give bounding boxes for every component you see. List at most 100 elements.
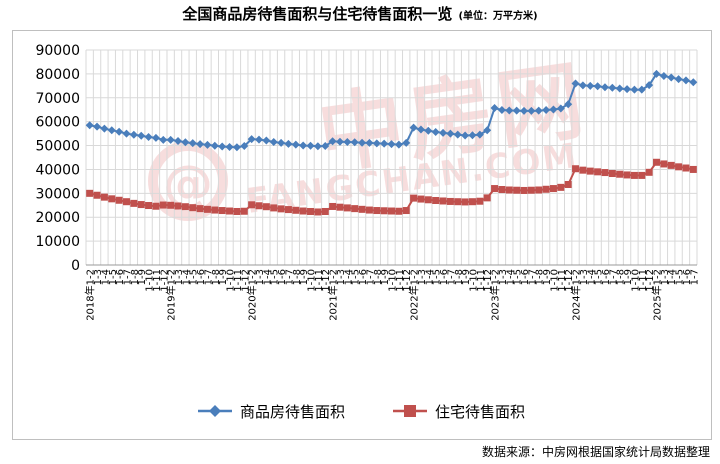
data-point xyxy=(365,138,374,147)
data-point xyxy=(233,207,241,215)
data-point xyxy=(556,104,565,113)
y-tick-label: 50000 xyxy=(35,139,80,155)
data-point xyxy=(343,204,351,212)
data-point xyxy=(144,132,153,141)
data-point xyxy=(203,140,212,149)
x-tick-label: 1-5 xyxy=(270,269,281,285)
data-point xyxy=(638,171,646,179)
data-point xyxy=(189,204,197,212)
data-point xyxy=(196,140,205,149)
x-tick-label: 1-9 xyxy=(623,269,634,285)
x-tick-label: 1-7 xyxy=(203,269,214,285)
data-point xyxy=(137,201,145,209)
x-tick-label: 1-9 xyxy=(218,269,229,285)
data-point xyxy=(586,81,595,90)
data-point xyxy=(446,197,454,205)
data-point xyxy=(557,183,565,191)
x-tick-label: 1-7 xyxy=(527,269,538,285)
data-point xyxy=(166,135,175,144)
x-tick-label: 1-6 xyxy=(682,269,693,285)
data-point xyxy=(645,81,654,90)
chart-frame: @ 中房网 FANGCHAN.COM 0 10000 20000 30000 40000 500… xyxy=(12,30,712,440)
x-tick-label: 1-12 xyxy=(483,269,494,292)
x-tick-label: 1-8 xyxy=(454,269,465,285)
x-tick-label: 1-8 xyxy=(616,269,627,285)
x-tick-label: 2024年1-2 xyxy=(570,269,583,321)
data-point xyxy=(535,186,543,194)
x-tick-label: 1-5 xyxy=(675,269,686,285)
data-point xyxy=(497,105,506,114)
x-tick-label: 1-9 xyxy=(137,269,148,285)
data-point xyxy=(475,130,484,139)
data-point xyxy=(513,186,521,194)
data-point xyxy=(351,205,359,213)
y-tick-label: 80000 xyxy=(35,67,80,83)
x-tick-label: 1-4 xyxy=(100,269,111,285)
x-tick-label: 1-6 xyxy=(277,269,288,285)
legend-label: 商品房待售面积 xyxy=(240,403,345,421)
chart-title: 全国商品房待售面积与住宅待售面积一览 xyxy=(182,5,453,23)
data-point xyxy=(424,196,432,204)
data-point xyxy=(174,137,183,146)
y-tick-label: 60000 xyxy=(35,115,80,131)
data-point xyxy=(196,205,204,213)
data-point xyxy=(373,207,381,215)
y-tick-label: 90000 xyxy=(35,43,80,59)
x-tick-label: 1-12 xyxy=(564,269,575,292)
data-point xyxy=(520,186,528,194)
data-point xyxy=(93,191,101,199)
data-point xyxy=(299,207,307,215)
x-tick-label: 1-6 xyxy=(358,269,369,285)
y-tick-label: 0 xyxy=(71,258,80,274)
x-tick-label: 1-3 xyxy=(498,269,509,285)
data-point xyxy=(505,186,513,194)
data-point xyxy=(653,158,661,166)
data-point xyxy=(313,142,322,151)
x-tick-label: 1-10 xyxy=(145,269,156,292)
data-point xyxy=(491,185,499,193)
x-tick-label: 1-5 xyxy=(513,269,524,285)
x-axis: 2018年1-21-31-41-51-61-71-81-91-101-111-1… xyxy=(84,269,701,321)
data-point xyxy=(417,195,425,203)
data-point xyxy=(623,85,632,94)
x-tick-label: 1-5 xyxy=(432,269,443,285)
data-point xyxy=(402,207,410,215)
data-point xyxy=(681,76,690,85)
data-point xyxy=(211,206,219,214)
x-tick-label: 1-7 xyxy=(122,269,133,285)
data-point xyxy=(652,69,661,78)
data-point xyxy=(453,130,462,139)
unit-label: (单位：万平方米) xyxy=(458,11,538,22)
x-tick-label: 1-4 xyxy=(667,269,678,285)
data-point xyxy=(409,123,418,132)
data-point xyxy=(675,163,683,171)
x-tick-label: 1-9 xyxy=(542,269,553,285)
data-point xyxy=(262,203,270,211)
legend-swatch-marker xyxy=(209,405,221,417)
data-point xyxy=(527,186,535,194)
data-point xyxy=(240,142,249,151)
data-point xyxy=(483,194,491,202)
data-point xyxy=(490,104,499,113)
data-point xyxy=(335,137,344,146)
data-point xyxy=(542,185,550,193)
data-point xyxy=(439,128,448,137)
x-tick-label: 1-4 xyxy=(586,269,597,285)
source-note: 数据来源：中房网根据国家统计局数据整理 xyxy=(481,445,710,459)
data-point xyxy=(292,206,300,214)
page-title: 全国商品房待售面积与住宅待售面积一览 (单位：万平方米) xyxy=(0,3,720,24)
y-tick-label: 10000 xyxy=(35,234,80,250)
data-point xyxy=(130,199,138,207)
x-tick-label: 1-10 xyxy=(549,269,560,292)
data-point xyxy=(608,170,616,178)
legend: 商品房待售面积 住宅待售面积 xyxy=(198,403,525,421)
x-tick-label: 2025年1-2 xyxy=(651,269,664,321)
data-point xyxy=(321,207,329,215)
data-point xyxy=(115,127,124,136)
x-tick-label: 2023年1-2 xyxy=(489,269,502,321)
data-point xyxy=(100,193,108,201)
x-tick-label: 1-10 xyxy=(388,269,399,292)
data-point xyxy=(667,73,676,82)
data-point xyxy=(594,168,602,176)
data-point xyxy=(262,136,271,145)
